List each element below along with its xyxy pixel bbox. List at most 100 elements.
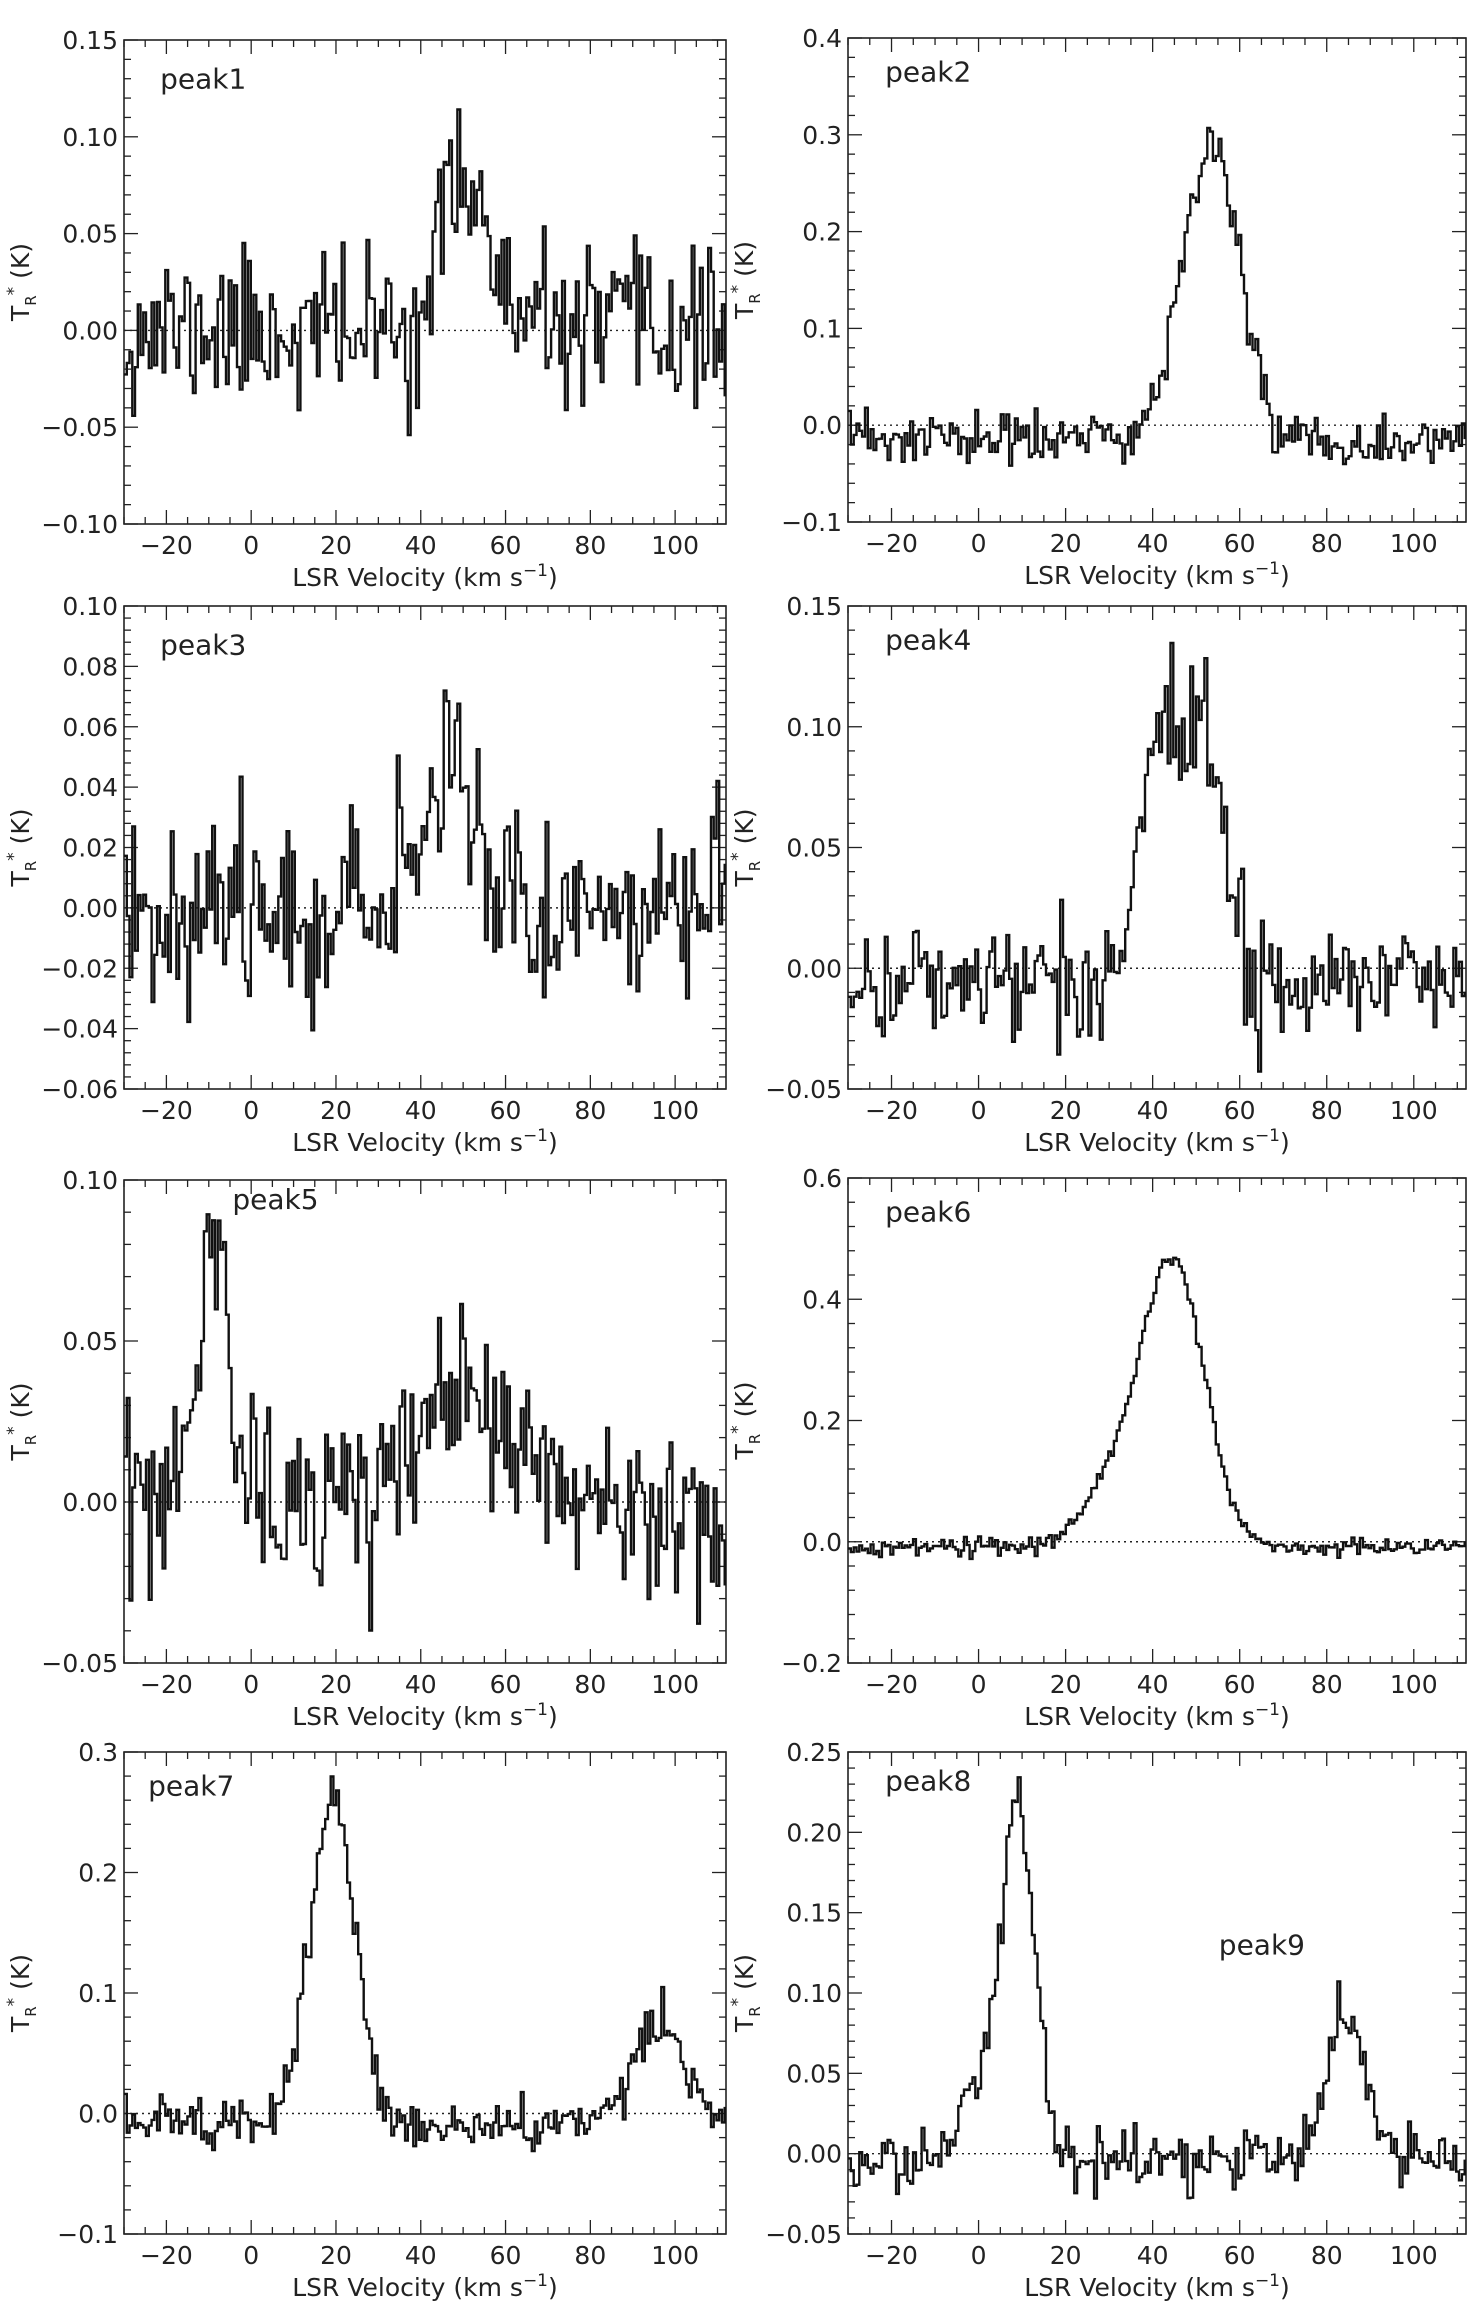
y-tick-label: 0.10 xyxy=(786,713,842,742)
spectrum-trace xyxy=(124,108,726,437)
x-tick-label: 60 xyxy=(490,1670,522,1699)
x-tick-label: 100 xyxy=(1390,529,1438,558)
y-tick-label: 0.15 xyxy=(786,592,842,621)
y-axis-title: TR* (K) xyxy=(728,808,764,887)
y-tick-label: 0.08 xyxy=(62,652,118,681)
y-tick-label: 0.05 xyxy=(62,1327,118,1356)
y-tick-label: −0.1 xyxy=(57,2220,118,2249)
y-tick-label: 0.3 xyxy=(78,1738,118,1767)
panel-7: −20 0 20 40 60 80 100 −0.1 0.0 0.1 0.2 0.3 peak7 LSR … xyxy=(4,1738,727,2302)
spectrum-trace xyxy=(848,1256,1466,1561)
y-tick-label: 0.00 xyxy=(786,2140,842,2169)
x-tick-label: 20 xyxy=(320,531,352,560)
y-tick-label: −0.05 xyxy=(41,1649,118,1678)
x-tick-label: −20 xyxy=(140,531,193,560)
x-tick-label: 60 xyxy=(490,531,522,560)
x-tick-label: 20 xyxy=(1050,529,1082,558)
x-tick-label: −20 xyxy=(140,1670,193,1699)
y-tick-label: 0.02 xyxy=(62,834,118,863)
y-tick-label: 0.3 xyxy=(802,121,842,150)
peak-label: peak8 xyxy=(885,1765,971,1798)
x-tick-label: 40 xyxy=(1137,1670,1169,1699)
x-tick-label: −20 xyxy=(865,2241,918,2270)
x-tick-label: 80 xyxy=(574,2241,606,2270)
x-tick-label: 40 xyxy=(405,2241,437,2270)
x-tick-label: 80 xyxy=(574,1096,606,1125)
plot-frame xyxy=(123,1179,727,1664)
x-axis-title: LSR Velocity (km s−1) xyxy=(292,1700,558,1731)
y-tick-label: −0.05 xyxy=(765,1075,842,1104)
spectrum-trace xyxy=(848,641,1466,1073)
y-axis-title: TR* (K) xyxy=(728,241,764,320)
y-axis-title: TR* (K) xyxy=(4,1382,40,1461)
x-tick-label: 40 xyxy=(405,1096,437,1125)
x-tick-label: 40 xyxy=(1137,1096,1169,1125)
y-tick-label: −0.05 xyxy=(41,413,118,442)
y-tick-label: 0.00 xyxy=(62,894,118,923)
x-tick-label: 100 xyxy=(1390,2241,1438,2270)
peak-label: peak9 xyxy=(1219,1928,1305,1961)
peak-label: peak2 xyxy=(885,56,971,89)
x-tick-label: 80 xyxy=(1311,529,1343,558)
x-tick-label: 60 xyxy=(1224,1670,1256,1699)
x-tick-label: 0 xyxy=(243,1096,259,1125)
x-tick-label: 60 xyxy=(1224,1096,1256,1125)
x-tick-label: 20 xyxy=(1050,2241,1082,2270)
x-tick-label: 0 xyxy=(243,1670,259,1699)
y-tick-label: −0.2 xyxy=(781,1649,842,1678)
x-tick-label: 60 xyxy=(490,1096,522,1125)
x-tick-label: 20 xyxy=(320,1096,352,1125)
y-tick-label: −0.05 xyxy=(765,2220,842,2249)
x-tick-label: 0 xyxy=(971,529,987,558)
y-tick-label: 0.4 xyxy=(802,24,842,53)
spectrum-trace xyxy=(124,689,726,1032)
y-tick-label: 0.05 xyxy=(62,220,118,249)
x-tick-label: 0 xyxy=(971,1670,987,1699)
plot-frame xyxy=(847,1177,1467,1664)
y-tick-label: 0.20 xyxy=(786,1818,842,1847)
x-tick-label: 40 xyxy=(405,1670,437,1699)
plot-frame xyxy=(847,37,1467,523)
x-tick-label: −20 xyxy=(865,1096,918,1125)
peak-label: peak6 xyxy=(885,1196,971,1229)
x-tick-label: −20 xyxy=(140,1096,193,1125)
y-tick-label: 0.05 xyxy=(786,2059,842,2088)
y-tick-label: −0.10 xyxy=(41,510,118,539)
y-tick-label: 0.00 xyxy=(62,1488,118,1517)
x-tick-label: 20 xyxy=(1050,1096,1082,1125)
x-tick-label: 40 xyxy=(1137,2241,1169,2270)
x-tick-label: 60 xyxy=(490,2241,522,2270)
x-tick-label: 100 xyxy=(651,531,699,560)
y-tick-label: −0.02 xyxy=(41,954,118,983)
y-tick-label: 0.10 xyxy=(62,123,118,152)
x-tick-label: 60 xyxy=(1224,2241,1256,2270)
y-axis-title: TR* (K) xyxy=(728,1954,764,2033)
panel-6: −20 0 20 40 60 80 100 −0.2 0.0 0.2 0.4 0.6 peak6 LSR … xyxy=(728,1164,1467,1731)
x-tick-label: 0 xyxy=(971,2241,987,2270)
y-tick-label: 0.2 xyxy=(78,1859,118,1888)
y-tick-label: 0.06 xyxy=(62,713,118,742)
x-tick-label: 100 xyxy=(651,1096,699,1125)
x-tick-label: 0 xyxy=(971,1096,987,1125)
y-tick-label: 0.0 xyxy=(78,2100,118,2129)
x-axis-title: LSR Velocity (km s−1) xyxy=(1024,1700,1290,1731)
panel-8: −20 0 20 40 60 80 100 −0.05 0.00 0.05 0.10 0.15 0.20… xyxy=(728,1738,1467,2302)
y-tick-label: 0.15 xyxy=(62,26,118,55)
x-tick-label: 20 xyxy=(320,1670,352,1699)
x-tick-label: −20 xyxy=(865,529,918,558)
peak-label: peak1 xyxy=(160,62,246,95)
y-tick-label: 0.2 xyxy=(802,218,842,247)
y-tick-label: 0.2 xyxy=(802,1407,842,1436)
plot-frame xyxy=(123,39,727,525)
panel-5: −20 0 20 40 60 80 100 −0.05 0.00 0.05 0.10 peak5 LSR… xyxy=(4,1166,727,1731)
x-axis-title: LSR Velocity (km s−1) xyxy=(292,2271,558,2302)
y-tick-label: 0.10 xyxy=(62,1166,118,1195)
x-tick-label: 20 xyxy=(1050,1670,1082,1699)
y-tick-label: 0.05 xyxy=(786,834,842,863)
x-tick-label: −20 xyxy=(140,2241,193,2270)
x-tick-label: 80 xyxy=(574,1670,606,1699)
spectrum-trace xyxy=(848,1776,1466,2200)
y-tick-label: 0.0 xyxy=(802,411,842,440)
x-tick-label: 40 xyxy=(1137,529,1169,558)
y-tick-label: 0.10 xyxy=(786,1979,842,2008)
